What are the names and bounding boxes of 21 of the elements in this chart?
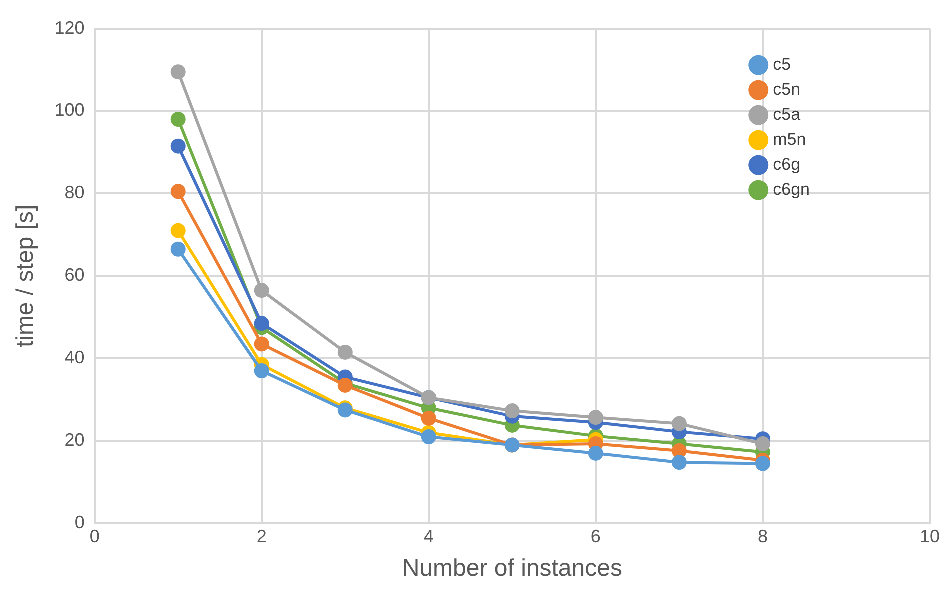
x-tick-label: 10 (920, 526, 940, 546)
legend-label: c5 (773, 54, 792, 74)
y-tick-label: 40 (64, 348, 85, 368)
y-tick-label: 100 (54, 100, 85, 120)
y-tick-label: 0 (74, 512, 85, 533)
x-tick-label: 8 (758, 526, 768, 546)
legend-label: c5a (773, 104, 802, 124)
y-tick-label: 20 (64, 430, 85, 450)
y-tick-label: 80 (64, 182, 85, 203)
x-tick-label: 6 (590, 526, 601, 546)
x-tick-label: 4 (424, 526, 434, 546)
legend-label: m5n (773, 130, 806, 149)
legend-label: c6g (773, 154, 801, 174)
x-tick-label: 0 (90, 526, 100, 546)
y-tick-label: 120 (54, 18, 85, 38)
x-tick-label: 2 (256, 526, 267, 546)
legend-label: c5n (773, 80, 801, 99)
y-axis-title: time / step [s] (12, 204, 40, 348)
x-axis-title: Number of instances (402, 555, 622, 582)
y-tick-label: 60 (64, 265, 85, 286)
legend-label: c6gn (773, 180, 810, 199)
